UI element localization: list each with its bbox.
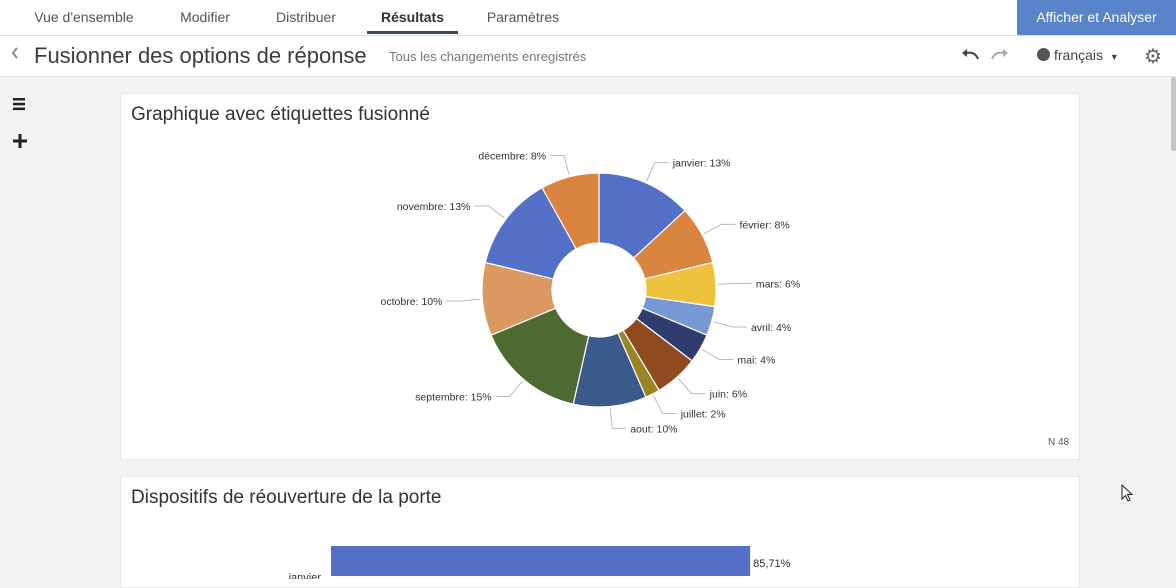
bar-chart: 85,71% janvier [288,546,791,579]
pie-leader-line-6 [653,395,677,415]
bar-0[interactable] [331,546,751,576]
tab-distribute[interactable]: Distribuer [276,9,336,25]
hamburger-icon[interactable] [12,94,26,117]
pie-slice-11[interactable] [541,172,600,250]
donut-chart: janvier: 13% février: 8% mars: 6% avril: 4%… [381,150,801,434]
scrollbar-track[interactable] [1170,77,1176,578]
chart-card-merged-labels: Graphique avec étiquettes fusionné janvi… [120,93,1080,460]
pie-leader-line-4 [701,349,734,360]
pie-leader-line-2 [717,282,752,285]
pie-slice-label-4: mai: 4% [737,355,775,367]
pie-leader-line-9 [446,298,481,302]
caret-down-icon: ▼ [1109,52,1119,62]
pie-slice-8[interactable] [490,307,590,405]
pie-slice-label-3: avril: 4% [751,322,791,334]
pie-slice-label-2: mars: 6% [756,278,800,290]
card-title: Dispositifs de réouverture de la porte [131,487,442,508]
pie-leader-line-1 [703,223,736,235]
tab-results[interactable]: Résultats [367,0,458,34]
pie-leader-line-0 [646,162,669,182]
pie-slice-label-5: juin: 6% [709,389,747,401]
top-navigation: Vue d'ensemble Modifier Distribuer Résul… [0,0,1176,36]
chart-card-door-devices: Dispositifs de réouverture de la porte 8… [120,476,1080,588]
pie-slice-label-7: aout: 10% [630,423,677,434]
pie-leader-line-7 [609,408,627,429]
scrollbar-thumb[interactable] [1171,77,1176,151]
tab-overview[interactable]: Vue d'ensemble [34,9,134,25]
card-title: Graphique avec étiquettes fusionné [131,104,430,125]
pie-slice-label-11: décembre: 8% [478,150,546,162]
pie-slice-label-10: novembre: 13% [397,201,471,213]
language-selector[interactable]: français ▼ [1037,47,1119,63]
sample-size-label: N 48 [1048,437,1070,448]
bar-category-label-0: janvier [288,572,322,579]
chevron-left-icon[interactable] [10,46,26,66]
pie-leader-line-10 [474,205,505,219]
pie-slice-label-6: juillet: 2% [680,409,726,421]
pie-slice-label-0: janvier: 13% [672,158,731,170]
page-title: Fusionner des options de réponse [34,43,367,68]
bar-value-label-0: 85,71% [753,558,791,570]
save-status: Tous les changements enregistrés [389,49,587,64]
plus-icon[interactable] [12,132,28,155]
tab-edit[interactable]: Modifier [180,9,230,25]
pie-leader-line-5 [677,378,706,395]
pie-slice-label-1: février: 8% [740,219,790,231]
undo-icon[interactable] [961,46,979,66]
globe-icon [1037,48,1050,61]
pie-leader-line-3 [713,321,747,328]
pie-slice-label-9: octobre: 10% [381,296,443,308]
view-analyze-button[interactable]: Afficher et Analyser [1017,0,1176,35]
gear-icon[interactable]: ⚙ [1144,46,1162,68]
language-label: français [1054,47,1104,63]
pie-slice-label-8: septembre: 15% [415,391,491,403]
mouse-cursor-icon [1121,484,1134,502]
pie-leader-line-11 [550,154,570,175]
page-header: Fusionner des options de réponse Tous le… [0,36,1176,77]
tab-settings[interactable]: Paramètres [486,9,560,25]
redo-icon[interactable] [991,46,1009,66]
pie-leader-line-8 [495,380,523,397]
